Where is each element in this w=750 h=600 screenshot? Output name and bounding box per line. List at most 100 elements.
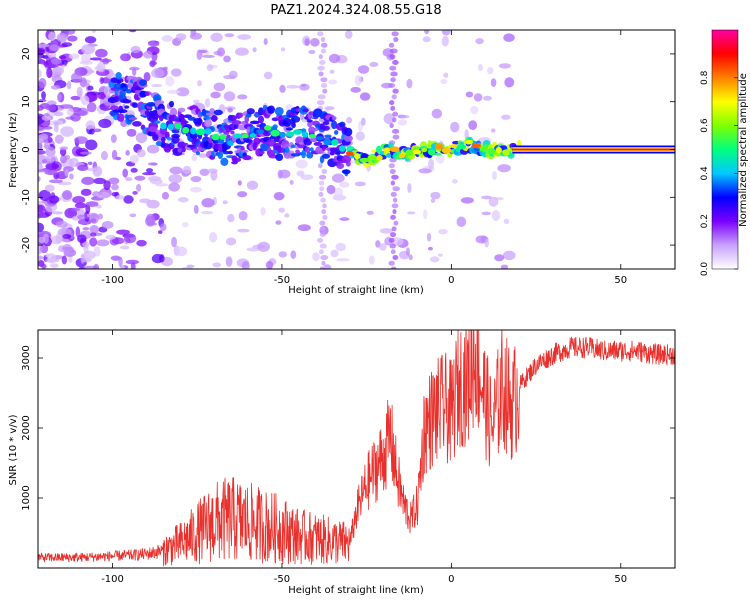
streak-blob (389, 48, 398, 54)
band-blob (152, 133, 159, 142)
noise-blob (354, 181, 366, 187)
band-blob (331, 116, 337, 121)
noise-blob (45, 154, 58, 162)
noise-blob (71, 72, 83, 83)
noise-blob (275, 220, 282, 225)
band-blob (168, 100, 175, 108)
band-blob (313, 141, 323, 146)
noise-blob (198, 153, 208, 158)
ridge-core (421, 147, 428, 153)
noise-blob (38, 133, 49, 141)
streak-blob (389, 54, 396, 60)
noise-blob (435, 153, 445, 164)
band-blob (171, 133, 180, 139)
noise-blob (79, 77, 87, 88)
noise-blob (79, 151, 92, 155)
ridge-core (389, 146, 400, 153)
noise-blob (155, 183, 169, 187)
ridge-core (315, 136, 325, 141)
noise-blob (89, 237, 98, 247)
ridge-core (249, 133, 257, 138)
band-blob (336, 162, 345, 169)
noise-blob (38, 78, 47, 89)
ridge-core (167, 123, 175, 131)
ridge-core (211, 133, 220, 141)
noise-blob (237, 34, 252, 40)
noise-blob (399, 114, 410, 119)
noise-blob (74, 136, 88, 145)
noise-blob (328, 79, 338, 85)
y-tick-label: -20 (21, 237, 32, 253)
colorbar-label: Normalized spectral amplitude (738, 73, 749, 227)
noise-blob (54, 134, 64, 144)
streak-blob (317, 31, 324, 37)
noise-blob (178, 197, 189, 203)
band-blob (295, 149, 300, 154)
band-blob (144, 91, 150, 96)
noise-blob (369, 61, 379, 68)
streak-blob (319, 60, 326, 66)
noise-blob (108, 177, 120, 185)
noise-blob (59, 136, 65, 141)
noise-blob (227, 107, 233, 113)
noise-blob (64, 168, 69, 177)
noise-blob (57, 227, 72, 236)
noise-blob (407, 211, 416, 215)
streak-blob (390, 77, 396, 83)
streak-blob (319, 249, 324, 255)
noise-blob (38, 126, 45, 132)
noise-blob (284, 213, 290, 218)
ridge-core (376, 155, 383, 161)
noise-blob (213, 82, 226, 92)
y-tick-label: 1000 (21, 485, 32, 510)
streak-blob (317, 94, 326, 100)
streak-blob (319, 243, 327, 249)
noise-blob (330, 249, 339, 258)
band-blob (304, 146, 311, 154)
band-blob (302, 108, 309, 113)
noise-blob (77, 214, 86, 220)
noise-blob (75, 226, 81, 238)
noise-blob (51, 211, 63, 215)
noise-blob (460, 197, 474, 204)
noise-blob (196, 49, 203, 60)
noise-blob (441, 30, 451, 36)
noise-blob (81, 52, 92, 64)
noise-blob (111, 237, 125, 245)
ridge-core (195, 128, 206, 136)
noise-blob (55, 232, 63, 244)
noise-blob (278, 169, 291, 179)
noise-blob (237, 228, 250, 233)
noise-blob (369, 255, 375, 265)
band-blob (213, 109, 223, 116)
noise-blob (190, 175, 202, 183)
band-blob (331, 120, 338, 130)
ridge-core (190, 127, 197, 135)
noise-blob (310, 38, 320, 47)
noise-blob (51, 58, 62, 65)
band-blob (309, 127, 319, 132)
noise-blob (86, 167, 100, 172)
band-blob (298, 141, 305, 145)
noise-blob (70, 95, 81, 101)
band-blob (154, 100, 165, 105)
noise-blob (204, 98, 211, 108)
noise-blob (67, 35, 78, 42)
noise-blob (66, 108, 74, 117)
ridge-core (323, 138, 332, 146)
noise-blob (301, 83, 306, 87)
streak-blob (320, 77, 328, 83)
noise-blob (210, 32, 223, 42)
band-blob (386, 153, 392, 158)
noise-blob (136, 183, 142, 192)
noise-blob (60, 155, 67, 164)
streak-blob (319, 226, 326, 232)
noise-blob (166, 89, 181, 94)
noise-blob (161, 191, 169, 200)
streak-blob (321, 168, 328, 174)
band-blob (321, 153, 331, 159)
ridge-core (383, 147, 391, 152)
noise-blob (38, 69, 42, 79)
ridge-core (367, 154, 377, 161)
streak-blob (390, 214, 396, 220)
